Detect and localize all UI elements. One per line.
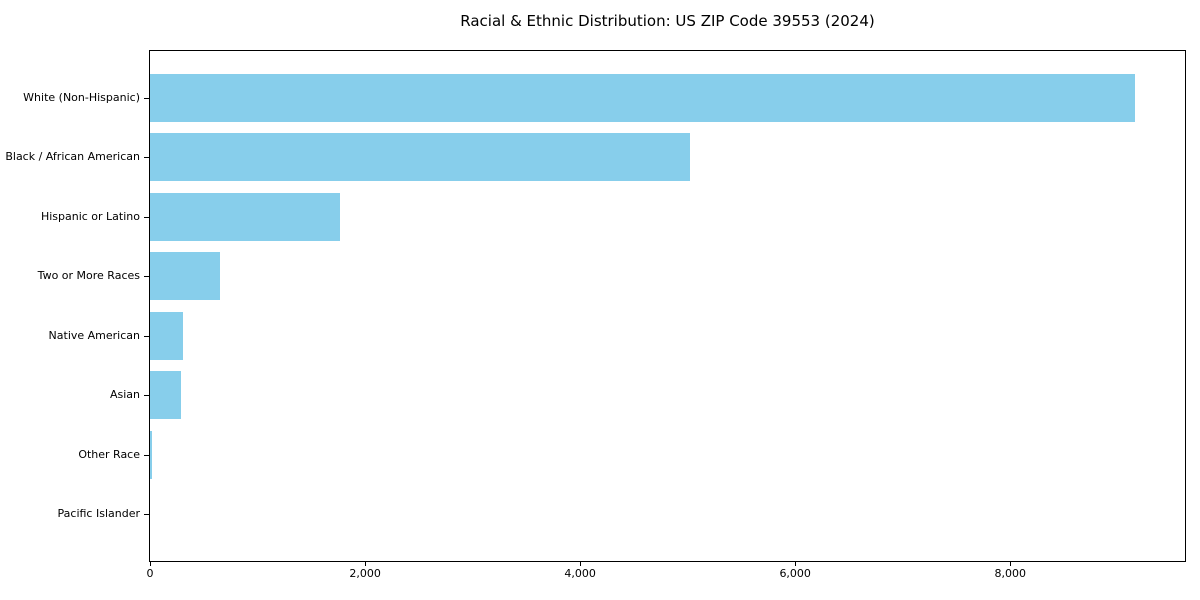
y-tick-mark [144, 514, 149, 515]
y-axis-label-white-non-hispanic: White (Non-Hispanic) [23, 91, 140, 104]
y-tick-mark [144, 217, 149, 218]
y-tick-mark [144, 336, 149, 337]
x-axis-tick-label: 4,000 [564, 567, 596, 580]
y-axis-label-pacific-islander: Pacific Islander [57, 507, 140, 520]
x-tick-mark [794, 562, 796, 566]
bar-asian [150, 371, 182, 419]
y-tick-mark [144, 455, 149, 456]
bar-white-non-hispanic [150, 74, 1135, 122]
y-tick-mark [144, 157, 149, 158]
bar-native-american [150, 312, 183, 360]
x-axis-tick-label: 6,000 [779, 567, 811, 580]
y-tick-mark [144, 98, 149, 99]
bar-two-or-more-races [150, 252, 220, 300]
y-tick-mark [144, 276, 149, 277]
y-axis-label-asian: Asian [109, 388, 140, 401]
y-axis-label-two-or-more-races: Two or More Races [37, 269, 140, 282]
x-axis-tick-label: 0 [146, 567, 154, 580]
x-axis-tick-label: 8,000 [994, 567, 1027, 580]
chart-title: Racial & Ethnic Distribution: US ZIP Cod… [460, 12, 875, 30]
y-axis-label-native-american: Native American [48, 329, 140, 342]
plot-area [149, 50, 1186, 562]
y-tick-mark [144, 395, 149, 396]
x-tick-mark [149, 562, 151, 566]
x-tick-mark [364, 562, 366, 566]
y-axis-label-other-race: Other Race [78, 448, 140, 461]
bar-other-race [150, 431, 152, 479]
bar-black-african-american [150, 133, 690, 181]
y-axis-label-hispanic-or-latino: Hispanic or Latino [40, 210, 140, 223]
x-axis-tick-label: 2,000 [349, 567, 381, 580]
bar-hispanic-or-latino [150, 193, 341, 241]
x-tick-mark [1009, 562, 1011, 566]
x-tick-mark [579, 562, 581, 566]
y-axis-label-black-african-american: Black / African American [5, 150, 140, 163]
